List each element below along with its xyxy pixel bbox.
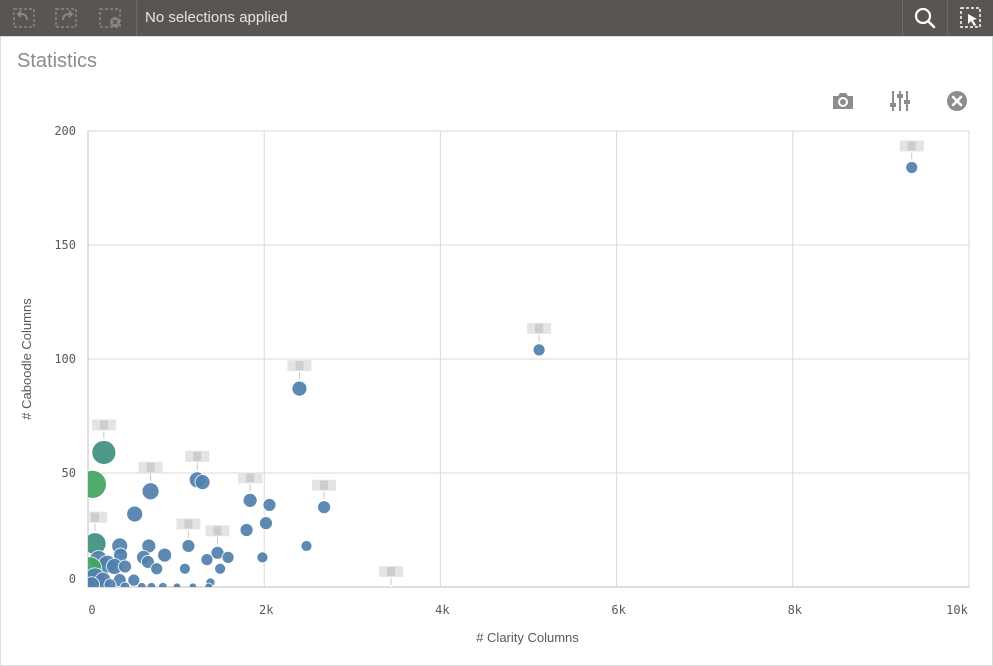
y-tick-label: 0 — [69, 572, 76, 586]
redacted-label-core — [99, 420, 108, 430]
data-point[interactable] — [119, 581, 131, 592]
data-point[interactable] — [204, 582, 214, 591]
y-tick-label: 100 — [54, 352, 76, 366]
data-point[interactable] — [221, 550, 235, 564]
clear-selections-button[interactable] — [96, 6, 124, 30]
toolbar-tools-group — [902, 0, 993, 36]
toolbar-separator — [947, 0, 948, 36]
search-icon — [914, 7, 936, 29]
clear-selections-icon — [99, 8, 121, 28]
data-point[interactable] — [200, 553, 214, 567]
data-point[interactable] — [291, 380, 308, 397]
x-tick-label: 4k — [435, 603, 450, 617]
redacted-label-core — [387, 567, 396, 577]
step-forward-icon — [55, 8, 77, 28]
y-axis-title: # Caboodle Columns — [19, 298, 34, 420]
data-point[interactable] — [126, 505, 144, 523]
redacted-label-core — [213, 526, 222, 536]
data-point[interactable] — [242, 492, 258, 508]
x-tick-label: 8k — [788, 603, 803, 617]
selection-tool-button[interactable] — [957, 6, 985, 30]
data-point[interactable] — [84, 576, 100, 593]
panel-title: Statistics — [17, 50, 98, 72]
data-point[interactable] — [259, 516, 273, 531]
adjust-sliders-icon — [890, 91, 910, 111]
y-tick-label: 200 — [54, 124, 76, 138]
data-point[interactable] — [181, 539, 196, 553]
chart-axes: 0 2k 4k 6k 8k 10k 0 50 100 150 200 — [54, 124, 969, 617]
data-point[interactable] — [214, 562, 227, 575]
redacted-label-core — [246, 473, 255, 483]
data-point[interactable] — [157, 582, 168, 592]
x-tick-label: 6k — [611, 603, 626, 617]
camera-icon — [833, 93, 853, 109]
close-button[interactable] — [944, 88, 970, 114]
data-point[interactable] — [239, 523, 254, 537]
selection-toolbar: No selections applied — [0, 0, 993, 36]
x-tick-label: 0 — [88, 603, 95, 617]
y-tick-label: 50 — [62, 466, 76, 480]
chart-grid — [87, 130, 970, 588]
adjust-button[interactable] — [887, 88, 913, 114]
data-point[interactable] — [532, 343, 546, 357]
data-point[interactable] — [317, 500, 332, 515]
x-axis-title: # Clarity Columns — [476, 630, 579, 645]
data-point[interactable] — [127, 573, 141, 587]
x-tick-label: 2k — [259, 603, 274, 617]
selection-tool-icon — [960, 7, 981, 28]
data-point[interactable] — [141, 555, 155, 569]
snapshot-button[interactable] — [830, 88, 856, 114]
selection-history-group — [0, 0, 137, 36]
redacted-label-core — [320, 480, 329, 490]
data-point[interactable] — [188, 582, 198, 591]
redacted-label-core — [295, 361, 304, 371]
data-point[interactable] — [300, 540, 313, 552]
data-point[interactable] — [91, 440, 117, 465]
redacted-label-core — [146, 462, 155, 472]
data-point[interactable] — [194, 474, 211, 491]
step-forward-button[interactable] — [52, 6, 80, 30]
step-back-icon — [13, 8, 35, 28]
data-point[interactable] — [103, 578, 117, 591]
data-point[interactable] — [262, 498, 277, 512]
step-back-button[interactable] — [10, 6, 38, 30]
data-point[interactable] — [150, 562, 164, 576]
redacted-label-core — [193, 451, 202, 461]
data-point[interactable] — [157, 547, 173, 563]
data-point[interactable] — [78, 470, 107, 499]
data-point[interactable] — [179, 562, 191, 575]
data-point[interactable] — [136, 582, 147, 592]
y-tick-label: 150 — [54, 238, 76, 252]
points-group — [78, 140, 924, 596]
data-point[interactable] — [172, 582, 182, 591]
redacted-label-core — [535, 323, 544, 333]
redacted-label-core — [907, 141, 916, 151]
data-point[interactable] — [905, 161, 919, 174]
selection-status: No selections applied — [145, 9, 288, 26]
data-point[interactable] — [118, 559, 132, 574]
x-tick-label: 10k — [946, 603, 968, 617]
redacted-label-core — [184, 519, 193, 529]
data-point[interactable] — [146, 582, 157, 592]
search-button[interactable] — [911, 6, 939, 30]
data-point[interactable] — [141, 482, 160, 501]
data-point[interactable] — [387, 586, 396, 596]
data-point[interactable] — [256, 551, 269, 564]
close-icon — [947, 91, 967, 111]
redacted-label-core — [91, 512, 100, 522]
chart-points — [78, 140, 924, 596]
